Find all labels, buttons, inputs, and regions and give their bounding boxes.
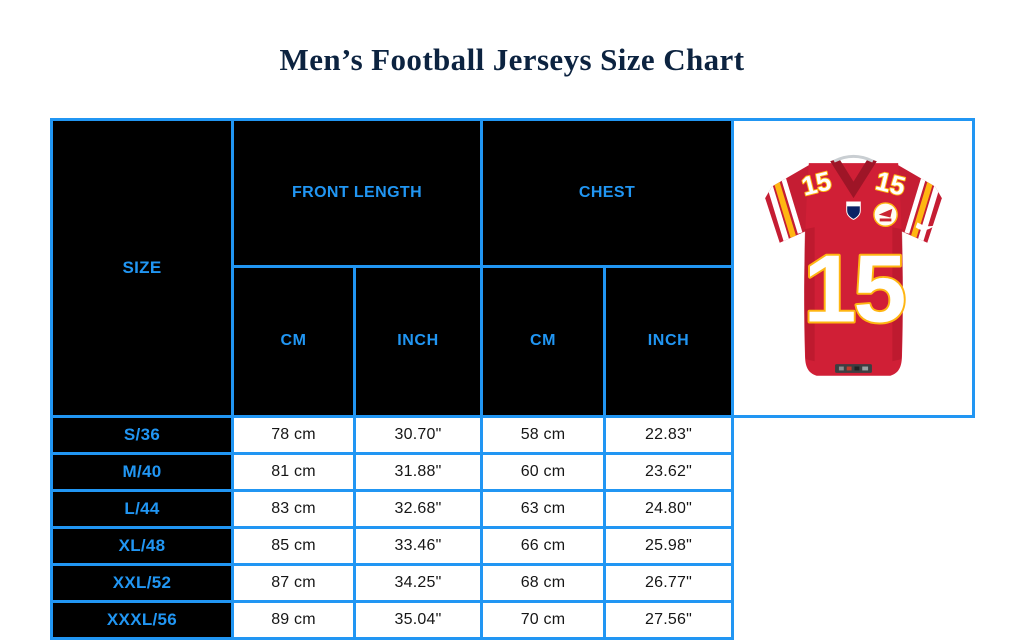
table-row: L/44 83 cm 32.68" 63 cm 24.80" [50,489,974,529]
size-label: XXL/52 [50,563,234,603]
subheader-front-inch: INCH [353,264,483,419]
football-jersey-icon: 15 15 [764,154,942,376]
subheader-front-cm: CM [231,264,356,419]
chest-inch-value: 25.98" [602,526,735,566]
size-label: L/44 [50,489,234,529]
front-length-inch-value: 33.46" [353,526,483,566]
chest-inch-value: 22.83" [602,415,735,455]
column-header-chest: CHEST [479,118,735,268]
subheader-chest-inch: INCH [602,264,735,419]
front-length-inch-value: 30.70" [353,415,483,455]
front-length-cm-value: 81 cm [231,452,356,492]
front-length-cm-value: 87 cm [231,563,356,603]
chest-cm-value: 58 cm [480,415,606,455]
chest-number: 15 [803,236,904,342]
front-length-inch-value: 34.25" [353,563,483,603]
table-row: XXL/52 87 cm 34.25" 68 cm 26.77" [50,563,974,603]
nfl-shield-logo [845,201,861,220]
jersey-illustration: 15 15 [736,123,971,414]
page-title: Men’s Football Jerseys Size Chart [279,42,745,77]
chest-inch-value: 26.77" [602,563,735,603]
size-label: S/36 [50,415,234,455]
chest-cm-value: 66 cm [480,526,606,566]
table-row: M/40 81 cm 31.88" 60 cm 23.62" [50,452,974,492]
chest-cm-value: 63 cm [480,489,606,529]
table-row: XXXL/56 89 cm 35.04" 70 cm 27.56" [50,600,974,640]
size-label: M/40 [50,452,234,492]
table-row: S/36 78 cm 30.70" 58 cm 22.83" [50,415,974,455]
front-length-cm-value: 89 cm [231,600,356,640]
size-label: XL/48 [50,526,234,566]
team-patch-logo [872,202,898,227]
subheader-chest-cm: CM [480,264,606,419]
swoosh-logo [915,222,935,231]
front-length-inch-value: 35.04" [353,600,483,640]
right-shoulder-number: 15 [872,165,908,201]
chest-cm-value: 68 cm [480,563,606,603]
front-length-cm-value: 85 cm [231,526,356,566]
front-length-inch-value: 32.68" [353,489,483,529]
size-chart-table: SIZE FRONT LENGTH CHEST [50,118,976,640]
chest-cm-value: 60 cm [480,452,606,492]
chest-inch-value: 23.62" [602,452,735,492]
front-length-inch-value: 31.88" [353,452,483,492]
front-length-cm-value: 83 cm [231,489,356,529]
column-header-front-length: FRONT LENGTH [231,118,483,268]
collar-trim [832,154,874,163]
jock-tag [834,364,872,373]
front-length-cm-value: 78 cm [231,415,356,455]
table-row: XL/48 85 cm 33.46" 66 cm 25.98" [50,526,974,566]
chest-cm-value: 70 cm [480,600,606,640]
chest-inch-value: 27.56" [602,600,735,640]
jersey-product-image: 15 15 [731,118,976,418]
size-label: XXXL/56 [50,600,234,640]
column-header-size: SIZE [50,118,234,418]
chest-inch-value: 24.80" [602,489,735,529]
